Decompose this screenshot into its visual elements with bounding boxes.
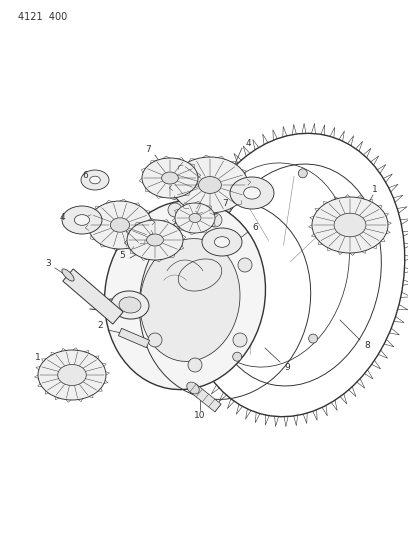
Ellipse shape <box>62 269 74 281</box>
Ellipse shape <box>127 220 183 260</box>
Text: 7: 7 <box>145 146 151 155</box>
Ellipse shape <box>202 228 242 256</box>
Ellipse shape <box>58 365 86 385</box>
Ellipse shape <box>90 176 100 184</box>
Ellipse shape <box>81 170 109 190</box>
Ellipse shape <box>244 187 260 199</box>
Text: 6: 6 <box>82 171 88 180</box>
Circle shape <box>298 169 307 178</box>
Ellipse shape <box>142 158 198 198</box>
Text: 10: 10 <box>194 410 206 419</box>
Circle shape <box>188 358 202 372</box>
Text: 4: 4 <box>245 139 251 148</box>
Ellipse shape <box>162 172 178 184</box>
Circle shape <box>233 352 242 361</box>
Ellipse shape <box>62 206 102 234</box>
Polygon shape <box>118 328 150 348</box>
Text: 1: 1 <box>35 352 41 361</box>
Text: 3: 3 <box>45 259 51 268</box>
Text: 6: 6 <box>252 223 258 232</box>
Text: 8: 8 <box>364 341 370 350</box>
Text: 4: 4 <box>59 214 65 222</box>
Circle shape <box>148 333 162 347</box>
Ellipse shape <box>187 382 199 394</box>
Polygon shape <box>190 384 221 412</box>
Ellipse shape <box>111 291 149 319</box>
Circle shape <box>190 279 199 288</box>
Ellipse shape <box>119 297 141 313</box>
Ellipse shape <box>140 239 240 361</box>
Circle shape <box>308 334 317 343</box>
Polygon shape <box>63 269 123 324</box>
Circle shape <box>233 333 247 347</box>
Text: 7: 7 <box>222 199 228 208</box>
Ellipse shape <box>146 234 163 246</box>
Text: 5: 5 <box>119 251 125 260</box>
Ellipse shape <box>189 214 201 222</box>
Circle shape <box>341 243 350 252</box>
Circle shape <box>168 203 182 217</box>
Ellipse shape <box>199 176 222 193</box>
Ellipse shape <box>230 177 274 209</box>
Ellipse shape <box>88 201 152 249</box>
Ellipse shape <box>38 350 106 400</box>
Ellipse shape <box>214 237 230 247</box>
Ellipse shape <box>312 197 388 253</box>
Circle shape <box>222 187 231 196</box>
Text: 1: 1 <box>372 185 378 195</box>
Circle shape <box>208 213 222 227</box>
Text: 4121  400: 4121 400 <box>18 12 67 22</box>
Text: 2: 2 <box>97 321 103 330</box>
Ellipse shape <box>111 218 130 232</box>
Circle shape <box>238 258 252 272</box>
Text: 9: 9 <box>284 362 290 372</box>
Ellipse shape <box>104 200 266 390</box>
Ellipse shape <box>334 213 366 237</box>
Ellipse shape <box>172 157 248 213</box>
Ellipse shape <box>74 215 90 225</box>
Ellipse shape <box>175 203 215 233</box>
